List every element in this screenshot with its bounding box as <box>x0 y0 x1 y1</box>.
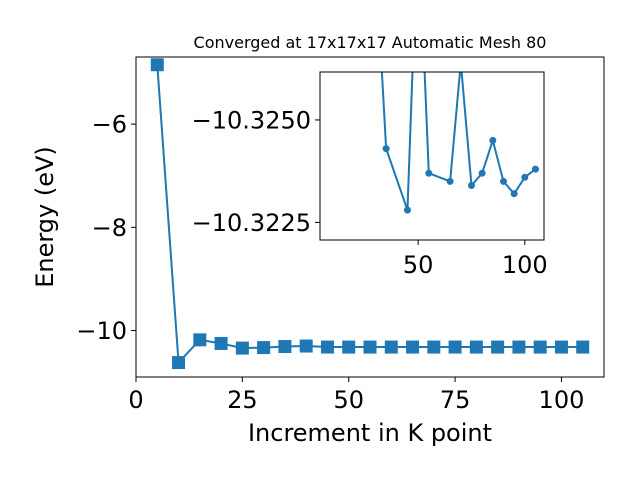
inset-data-point <box>489 136 497 144</box>
x-axis-label: Increment in K point <box>248 419 492 447</box>
inset-data-point <box>521 173 529 181</box>
inset-x-tick-label: 100 <box>502 251 548 279</box>
main-x-axis: 0 25 50 75 100 <box>128 377 584 414</box>
main-data-point <box>257 341 271 355</box>
inset-y-axis: −10.3250 −10.3225 <box>192 106 320 237</box>
inset-data-point <box>467 182 475 190</box>
main-x-tick-label: 100 <box>539 386 585 414</box>
inset-data-point <box>478 169 486 177</box>
inset-data-point <box>425 169 433 177</box>
main-x-tick-label: 75 <box>440 386 471 414</box>
main-data-point <box>363 340 377 354</box>
main-y-tick-label: −10 <box>76 317 127 345</box>
main-y-tick-label: −6 <box>92 111 127 139</box>
inset-background <box>320 72 544 240</box>
main-data-point <box>172 356 186 370</box>
inset-data-point <box>403 206 411 214</box>
main-data-point <box>512 340 526 354</box>
inset-data-point <box>499 177 507 185</box>
inset-plot-area: 50 100 −10.3250 −10.3225 <box>192 59 548 279</box>
y-axis-label: Energy (eV) <box>31 146 59 288</box>
main-data-point <box>491 340 505 354</box>
main-data-point <box>320 340 334 354</box>
main-data-point <box>235 341 249 355</box>
inset-data-point <box>510 190 518 198</box>
main-y-axis: −6 −8 −10 <box>76 111 136 345</box>
main-data-point <box>214 336 228 350</box>
main-data-point <box>384 340 398 354</box>
inset-data-point <box>531 165 539 173</box>
main-data-point <box>554 340 568 354</box>
main-data-point <box>406 340 420 354</box>
main-axes-frame <box>135 56 605 378</box>
inset-y-tick-label: −10.3225 <box>192 209 311 237</box>
main-series <box>150 58 590 370</box>
main-data-point <box>576 340 590 354</box>
main-data-point <box>342 340 356 354</box>
main-x-tick-label: 0 <box>128 386 143 414</box>
chart-title: Converged at 17x17x17 Automatic Mesh 80 <box>194 33 547 52</box>
main-data-point <box>533 340 547 354</box>
main-plot-area: 0 25 50 75 100 −6 −8 −10 <box>76 56 605 414</box>
inset-data-point <box>457 59 464 66</box>
main-data-point <box>448 340 462 354</box>
main-data-point <box>193 333 207 347</box>
main-data-point <box>150 58 164 72</box>
main-data-point <box>469 340 483 354</box>
main-data-point <box>427 340 441 354</box>
main-y-tick-label: −8 <box>92 214 127 242</box>
inset-data-point <box>382 145 390 153</box>
inset-series <box>380 59 539 214</box>
main-x-tick-label: 25 <box>227 386 258 414</box>
inset-x-axis: 50 100 <box>403 240 548 279</box>
main-x-tick-label: 50 <box>333 386 364 414</box>
main-data-point <box>278 340 292 354</box>
inset-data-point <box>446 177 454 185</box>
inset-x-tick-label: 50 <box>403 251 434 279</box>
main-data-point <box>299 339 313 353</box>
inset-y-tick-label: −10.3250 <box>192 106 311 134</box>
inset-axes-frame <box>319 71 545 241</box>
